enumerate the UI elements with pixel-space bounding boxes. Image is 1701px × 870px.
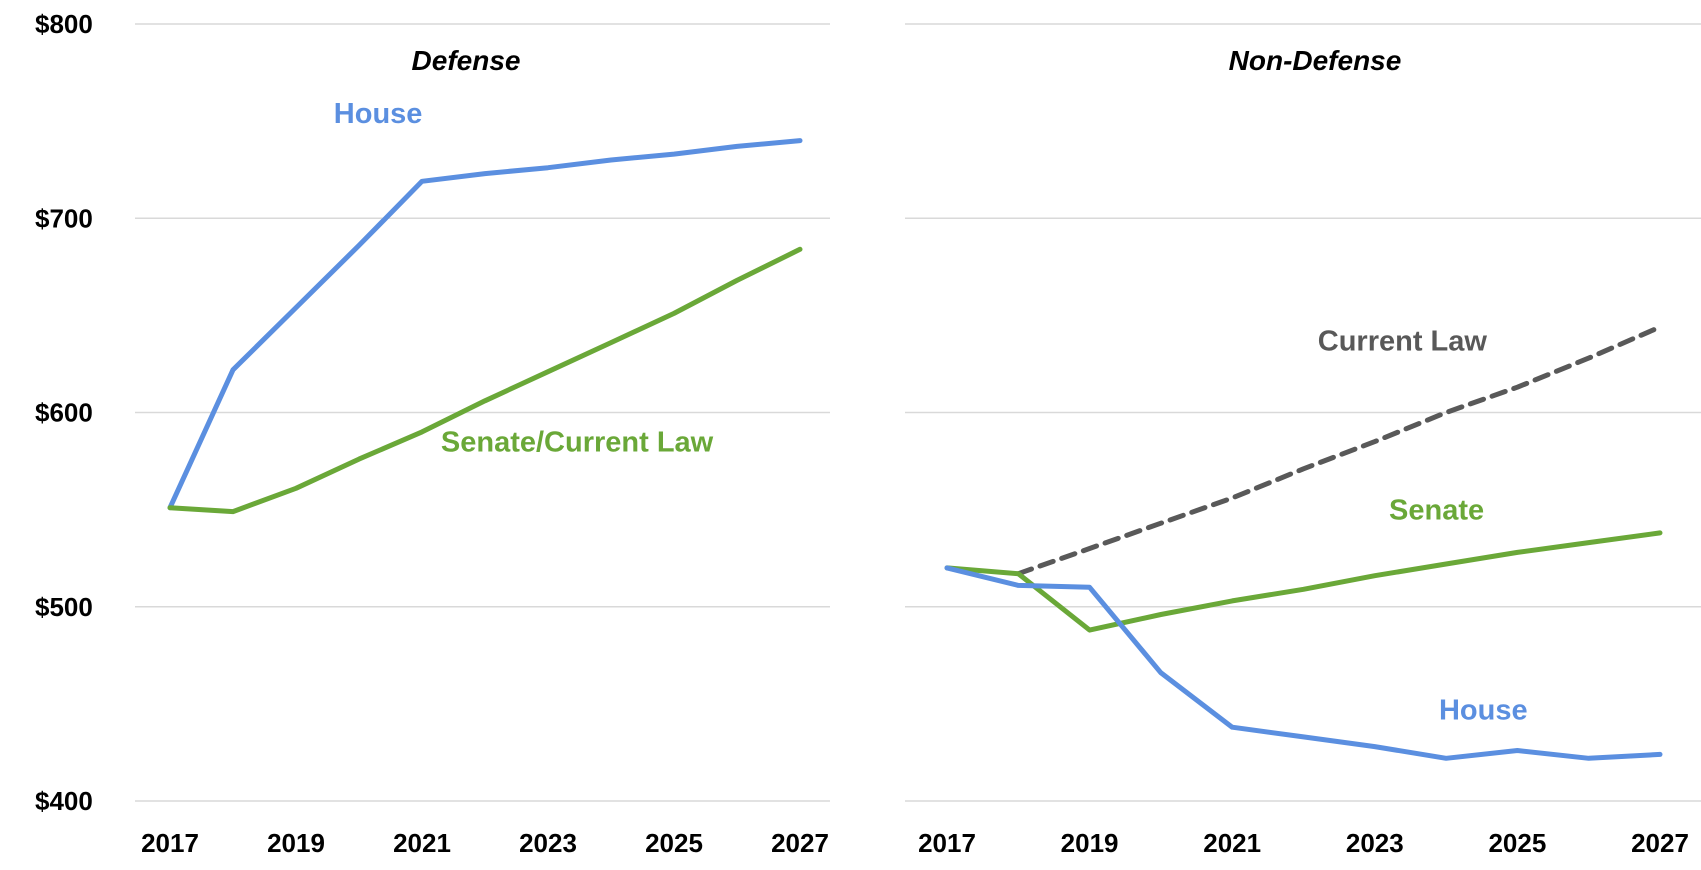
x-tick-label: 2021 — [393, 828, 451, 858]
series-line-senate — [944, 530, 1663, 633]
y-tick-label: $700 — [35, 203, 93, 233]
x-tick-label: 2017 — [918, 828, 976, 858]
x-tick-label: 2017 — [141, 828, 199, 858]
defense-panel: Defense $800 $700 $600 $500 $400 2017 2019 2021… — [35, 9, 830, 858]
non-defense-panel-title: Non-Defense — [1229, 45, 1402, 76]
series-line-current-law — [1015, 324, 1663, 577]
series-line-senate-current-law — [167, 246, 803, 515]
x-tick-label: 2025 — [1488, 828, 1546, 858]
defense-panel-title: Defense — [412, 45, 521, 76]
series-label-house: House — [334, 98, 423, 130]
x-tick-label: 2025 — [645, 828, 703, 858]
y-tick-label: $800 — [35, 9, 93, 39]
y-tick-label: $600 — [35, 398, 93, 428]
x-tick-label: 2023 — [1346, 828, 1404, 858]
series-label-current-law: Current Law — [1318, 325, 1488, 357]
non-defense-panel: Non-Defense 2017 2019 2021 2023 2025 2027 Curr… — [905, 23, 1701, 858]
x-tick-label: 2023 — [519, 828, 577, 858]
x-tick-label: 2027 — [1631, 828, 1689, 858]
series-line-house — [944, 565, 1663, 761]
series-label-senate: Senate — [1389, 494, 1484, 526]
series-line-house — [167, 138, 803, 511]
x-tick-label: 2021 — [1203, 828, 1261, 858]
y-tick-label: $400 — [35, 786, 93, 816]
series-label-senate-current-law: Senate/Current Law — [441, 426, 714, 458]
series-label-house: House — [1439, 694, 1528, 726]
x-tick-label: 2027 — [771, 828, 829, 858]
x-tick-label: 2019 — [1061, 828, 1119, 858]
x-tick-label: 2019 — [267, 828, 325, 858]
y-tick-label: $500 — [35, 592, 93, 622]
